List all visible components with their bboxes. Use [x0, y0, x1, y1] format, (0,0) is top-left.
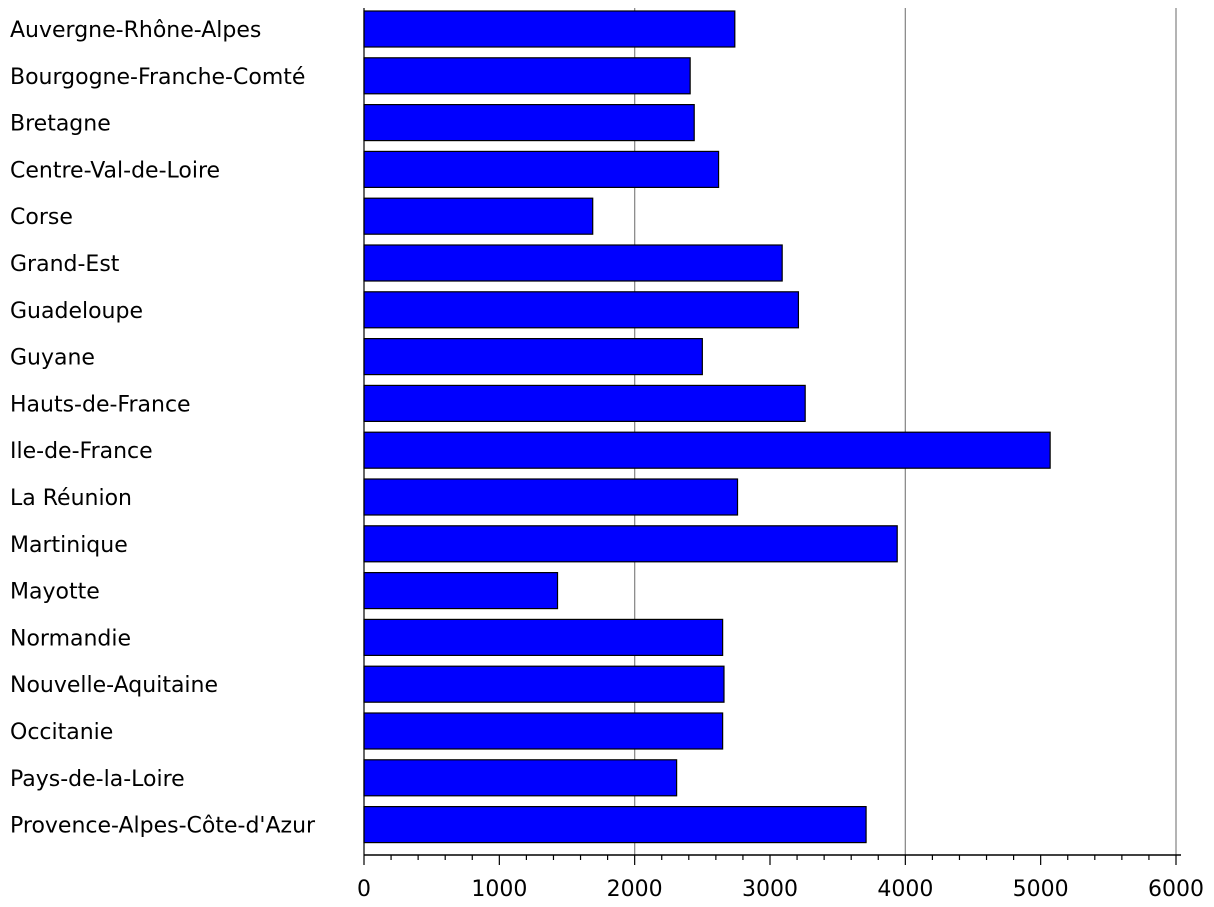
bar	[363, 525, 898, 563]
bar	[363, 338, 703, 376]
category-label: Pays-de-la-Loire	[10, 767, 185, 792]
bar	[363, 291, 800, 329]
category-label: Ile-de-France	[10, 439, 153, 464]
bar	[363, 197, 594, 235]
x-tick-label: 6000	[1148, 877, 1204, 902]
category-label: Hauts-de-France	[10, 392, 191, 417]
x-tick-label: 3000	[742, 877, 798, 902]
category-label: Bourgogne-Franche-Comté	[10, 65, 305, 90]
category-label: Auvergne-Rhône-Alpes	[10, 18, 261, 43]
category-label: Normandie	[10, 626, 131, 651]
bar	[363, 57, 691, 95]
category-label: Bretagne	[10, 112, 111, 137]
bar	[363, 384, 806, 422]
bar	[363, 150, 720, 188]
category-label: Grand-Est	[10, 252, 120, 277]
bar	[363, 10, 736, 48]
bar	[363, 618, 724, 657]
x-tick-label: 0	[357, 877, 371, 902]
category-label: Nouvelle-Aquitaine	[10, 673, 218, 698]
bar	[363, 665, 725, 703]
category-label: Corse	[10, 205, 73, 230]
category-label: La Réunion	[10, 486, 132, 511]
x-axis: 0 1000 2000 3000 4000 5000 6000	[357, 8, 1204, 902]
x-tick-label: 1000	[471, 877, 527, 902]
category-label: Guadeloupe	[10, 299, 143, 324]
x-tick-label: 4000	[877, 877, 933, 902]
bar	[363, 244, 783, 282]
category-label: Centre-Val-de-Loire	[10, 158, 220, 183]
bar	[363, 103, 695, 142]
bars	[363, 10, 1051, 844]
bar	[363, 431, 1051, 469]
x-tick-label: 5000	[1013, 877, 1069, 902]
category-label: Provence-Alpes-Côte-d'Azur	[10, 814, 316, 839]
x-tick-label: 2000	[607, 877, 663, 902]
category-labels: Auvergne-Rhône-Alpes Bourgogne-Franche-Co…	[10, 18, 316, 839]
category-label: Martinique	[10, 533, 128, 558]
bar	[363, 571, 559, 610]
bar	[363, 478, 739, 516]
category-label: Guyane	[10, 346, 95, 371]
category-label: Mayotte	[10, 580, 100, 605]
category-label: Occitanie	[10, 720, 113, 745]
bar	[363, 759, 678, 797]
bar	[363, 712, 724, 750]
bar	[363, 805, 867, 844]
